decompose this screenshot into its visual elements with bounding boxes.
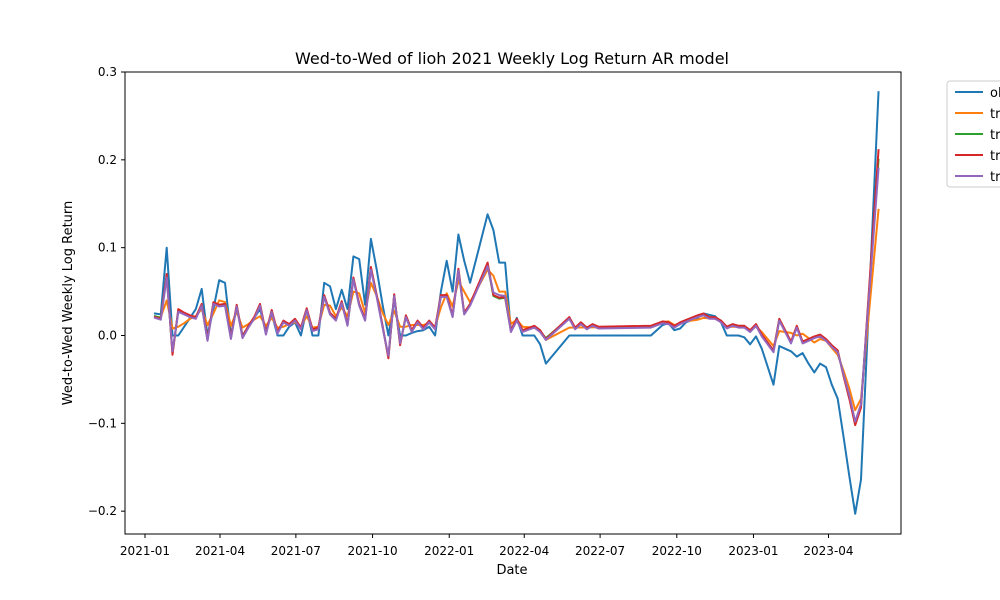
y-tick-label: −0.2 bbox=[88, 504, 117, 518]
legend-label: tr bbox=[990, 107, 1000, 122]
x-tick-label: 2021-10 bbox=[347, 544, 397, 558]
x-axis-label: Date bbox=[496, 563, 527, 578]
x-tick-label: 2021-01 bbox=[120, 544, 170, 558]
x-tick-label: 2022-01 bbox=[424, 544, 474, 558]
y-axis-label: Wed-to-Wed Weekly Log Return bbox=[61, 201, 76, 406]
x-tick-label: 2022-07 bbox=[575, 544, 625, 558]
legend-label: tr bbox=[990, 170, 1000, 185]
legend-label: tr bbox=[990, 149, 1000, 164]
plot-area-frame bbox=[124, 71, 902, 535]
y-tick-label: 0.0 bbox=[98, 328, 117, 342]
x-tick-label: 2021-04 bbox=[195, 544, 245, 558]
series-line-4 bbox=[153, 167, 880, 423]
x-tick-label: 2022-10 bbox=[652, 544, 702, 558]
legend-label: ol bbox=[990, 86, 1000, 101]
y-tick-label: 0.1 bbox=[98, 241, 117, 255]
y-tick-label: 0.3 bbox=[98, 65, 117, 79]
legend: ol tr tr tr tr bbox=[946, 80, 1000, 188]
x-tick-label: 2023-04 bbox=[803, 544, 853, 558]
legend-label: tr bbox=[990, 128, 1000, 143]
y-tick-label: −0.1 bbox=[88, 416, 117, 430]
x-tick-label: 2023-01 bbox=[728, 544, 778, 558]
x-tick-label: 2022-04 bbox=[499, 544, 549, 558]
x-axis: 2021-01 2021-04 2021-07 2021-10 2022-01 2022-… bbox=[120, 534, 854, 558]
chart-title: Wed-to-Wed of lioh 2021 Weekly Log Retur… bbox=[295, 49, 729, 68]
series-layer bbox=[153, 91, 880, 515]
y-tick-label: 0.2 bbox=[98, 153, 117, 167]
x-tick-label: 2021-07 bbox=[271, 544, 321, 558]
y-axis: 0.3 0.2 0.1 0.0 −0.1 −0.2 bbox=[88, 65, 125, 518]
